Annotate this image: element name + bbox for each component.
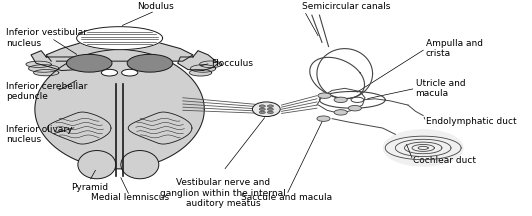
Circle shape	[317, 116, 330, 121]
Polygon shape	[190, 65, 215, 72]
Circle shape	[122, 69, 138, 76]
Text: Flocculus: Flocculus	[211, 59, 253, 68]
Circle shape	[259, 111, 265, 114]
Text: Utricle and
macula: Utricle and macula	[415, 79, 465, 98]
Polygon shape	[35, 50, 204, 169]
Polygon shape	[31, 51, 87, 71]
Ellipse shape	[383, 129, 464, 167]
Ellipse shape	[121, 151, 159, 179]
Text: Nodulus: Nodulus	[137, 2, 173, 11]
Polygon shape	[189, 69, 212, 76]
Text: Cochlear duct: Cochlear duct	[413, 156, 476, 165]
Ellipse shape	[78, 151, 116, 179]
Circle shape	[334, 110, 347, 115]
Circle shape	[259, 108, 265, 111]
Polygon shape	[200, 61, 222, 68]
Ellipse shape	[127, 54, 173, 72]
Circle shape	[318, 93, 331, 98]
Ellipse shape	[252, 102, 280, 117]
Text: Inferior vestibular
nucleus: Inferior vestibular nucleus	[6, 29, 87, 48]
Text: Medial lemniscus: Medial lemniscus	[90, 193, 169, 202]
Text: Vestibular nerve and
ganglion within the internal
auditory meatus: Vestibular nerve and ganglion within the…	[161, 178, 286, 208]
Circle shape	[102, 69, 118, 76]
Polygon shape	[29, 65, 59, 72]
Text: Inferior cerebellar
peduncle: Inferior cerebellar peduncle	[6, 82, 87, 101]
Circle shape	[334, 97, 347, 103]
Circle shape	[268, 108, 273, 111]
Text: Inferior olivary
nucleus: Inferior olivary nucleus	[6, 125, 72, 144]
Polygon shape	[34, 70, 59, 76]
Circle shape	[259, 105, 265, 107]
Circle shape	[268, 105, 273, 107]
Polygon shape	[26, 61, 51, 67]
Circle shape	[268, 111, 273, 114]
Text: Saccule and macula: Saccule and macula	[241, 193, 332, 202]
Text: Semicircular canals: Semicircular canals	[302, 2, 390, 11]
Text: Ampulla and
crista: Ampulla and crista	[426, 39, 483, 58]
Polygon shape	[77, 27, 163, 50]
Text: Pyramid: Pyramid	[71, 183, 108, 192]
Polygon shape	[178, 51, 218, 71]
Ellipse shape	[351, 97, 364, 102]
Polygon shape	[46, 35, 193, 61]
Ellipse shape	[66, 54, 112, 72]
Circle shape	[348, 105, 361, 111]
Text: Endolymphatic duct: Endolymphatic duct	[426, 117, 517, 126]
